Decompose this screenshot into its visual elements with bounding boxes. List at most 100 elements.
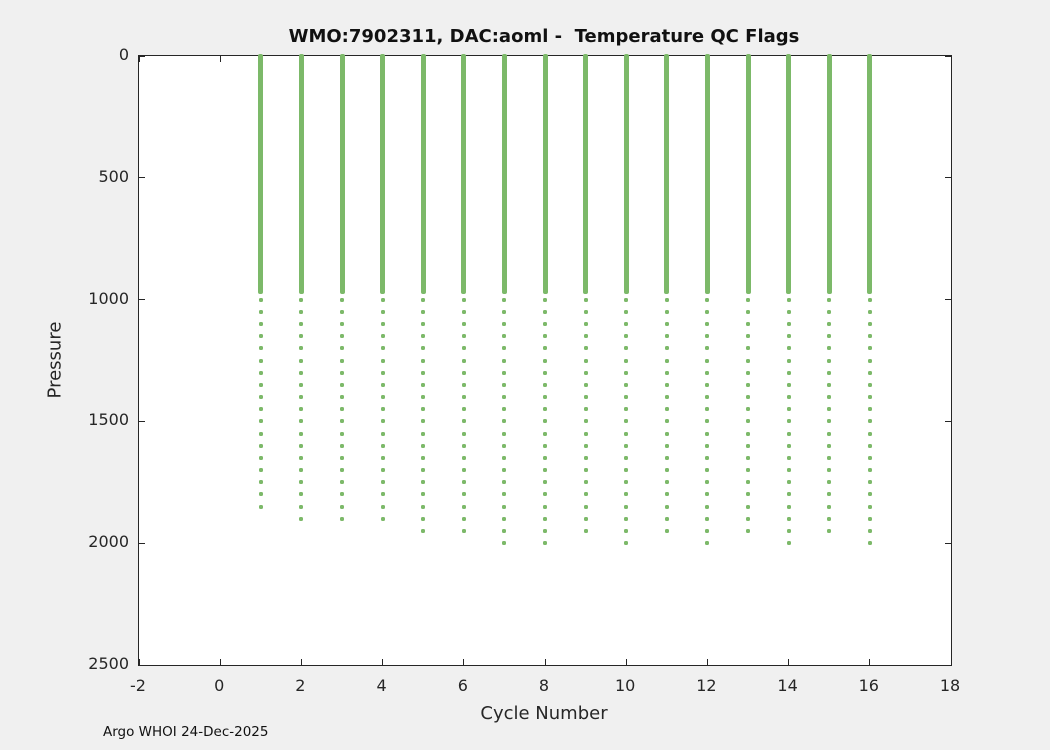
qc-flag-marker <box>380 334 385 339</box>
qc-flag-marker <box>380 455 385 460</box>
qc-flag-marker <box>502 298 507 303</box>
qc-flag-marker <box>502 431 507 436</box>
qc-flag-marker <box>299 321 304 326</box>
qc-flag-marker <box>624 455 629 460</box>
y-tick <box>139 542 145 544</box>
qc-flag-marker <box>705 529 710 534</box>
qc-flag-marker <box>664 370 669 375</box>
qc-flag-marker <box>705 480 710 485</box>
qc-flag-marker <box>461 468 466 473</box>
qc-flag-marker <box>299 346 304 351</box>
x-tick-top <box>138 56 140 62</box>
qc-flag-marker <box>421 443 426 448</box>
qc-flag-marker <box>786 431 791 436</box>
qc-flag-marker <box>461 480 466 485</box>
qc-flag-marker <box>502 370 507 375</box>
qc-flag-marker <box>624 395 629 400</box>
qc-flag-marker <box>583 529 588 534</box>
qc-flag-marker <box>624 370 629 375</box>
qc-flag-marker <box>746 382 750 387</box>
qc-flag-marker <box>705 541 710 546</box>
x-tick-label: 16 <box>858 676 879 695</box>
qc-flag-marker <box>664 480 669 485</box>
qc-flag-marker <box>705 419 710 424</box>
qc-flag-marker <box>664 468 669 473</box>
x-tick-label: -2 <box>130 676 146 695</box>
y-tick-label: 1500 <box>88 410 129 430</box>
qc-flag-marker <box>867 407 872 412</box>
qc-flag-marker <box>664 298 669 303</box>
qc-flag-marker <box>867 309 872 314</box>
qc-flag-marker <box>786 480 791 485</box>
qc-flag-marker <box>827 358 832 363</box>
qc-flag-marker <box>827 382 832 387</box>
x-tick-label: 18 <box>939 676 961 695</box>
qc-flag-marker <box>258 370 263 375</box>
qc-flag-marker <box>786 455 791 460</box>
qc-flag-marker <box>867 504 872 509</box>
qc-flag-marker <box>299 516 304 521</box>
qc-flag-marker <box>786 516 791 521</box>
qc-flag-marker <box>421 321 426 326</box>
qc-flag-marker <box>624 407 629 412</box>
qc-flag-marker <box>705 321 710 326</box>
qc-flag-marker <box>705 455 710 460</box>
qc-flag-marker <box>258 443 263 448</box>
qc-flag-marker <box>867 370 872 375</box>
qc-flag-marker <box>786 529 791 534</box>
qc-flag-marker <box>705 431 710 436</box>
qc-flag-marker <box>461 370 466 375</box>
qc-flag-marker <box>461 358 466 363</box>
qc-flag-marker <box>786 504 791 509</box>
qc-flag-marker <box>746 529 750 534</box>
qc-flag-marker <box>786 358 791 363</box>
qc-flag-marker <box>502 407 507 412</box>
qc-flag-marker <box>380 321 385 326</box>
qc-flag-marker <box>583 516 588 521</box>
profile-surface-line <box>501 54 507 294</box>
qc-flag-marker <box>258 468 263 473</box>
profile-surface-line <box>258 54 264 294</box>
x-tick-label: 8 <box>538 676 550 695</box>
qc-flag-marker <box>867 382 872 387</box>
profile-surface-line <box>339 54 345 294</box>
qc-flag-marker <box>258 431 263 436</box>
qc-flag-marker <box>867 298 872 303</box>
qc-flag-marker <box>543 298 547 303</box>
qc-flag-marker <box>340 419 344 424</box>
qc-flag-marker <box>543 541 547 546</box>
qc-flag-marker <box>421 382 426 387</box>
qc-flag-marker <box>867 334 872 339</box>
qc-flag-marker <box>543 492 547 497</box>
qc-flag-marker <box>340 407 344 412</box>
qc-flag-marker <box>258 346 263 351</box>
qc-flag-marker <box>380 395 385 400</box>
qc-flag-marker <box>461 309 466 314</box>
qc-flag-marker <box>340 346 344 351</box>
qc-flag-marker <box>624 346 629 351</box>
qc-flag-marker <box>786 382 791 387</box>
qc-flag-marker <box>827 298 832 303</box>
qc-flag-marker <box>746 358 750 363</box>
qc-flag-marker <box>380 516 385 521</box>
qc-flag-marker <box>664 419 669 424</box>
qc-flag-marker <box>867 529 872 534</box>
qc-flag-marker <box>624 443 629 448</box>
qc-flag-marker <box>664 358 669 363</box>
qc-flag-marker <box>827 407 832 412</box>
qc-flag-marker <box>502 395 507 400</box>
qc-flag-marker <box>827 492 832 497</box>
qc-flag-marker <box>827 419 832 424</box>
qc-flag-marker <box>380 443 385 448</box>
qc-flag-marker <box>827 516 832 521</box>
qc-flag-marker <box>705 395 710 400</box>
qc-flag-marker <box>583 370 588 375</box>
qc-flag-marker <box>299 431 304 436</box>
qc-flag-marker <box>380 346 385 351</box>
qc-flag-marker <box>299 504 304 509</box>
qc-flag-marker <box>340 480 344 485</box>
qc-flag-marker <box>827 443 832 448</box>
qc-flag-marker <box>664 492 669 497</box>
qc-flag-marker <box>624 382 629 387</box>
